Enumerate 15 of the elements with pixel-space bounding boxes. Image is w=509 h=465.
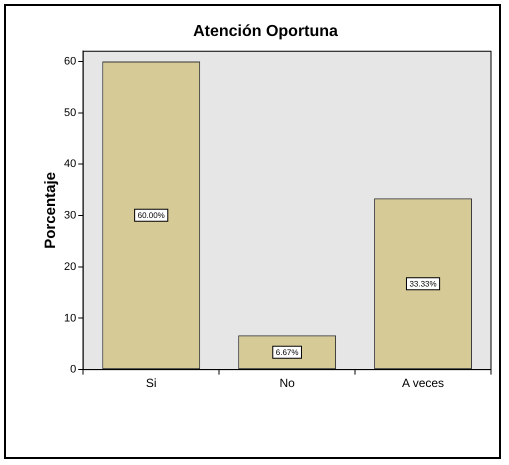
data-label: 33.33% — [409, 279, 437, 288]
y-tick-label: 10 — [64, 312, 76, 324]
y-tick-label: 30 — [64, 210, 76, 222]
data-label: 60.00% — [138, 210, 165, 220]
y-tick-label: 0 — [70, 364, 76, 376]
y-tick-label: 60 — [64, 56, 76, 68]
chart-title: Atención Oportuna — [193, 23, 338, 40]
y-tick-label: 20 — [64, 260, 76, 273]
y-tick-label: 40 — [64, 158, 76, 170]
x-tick-label: A veces — [402, 376, 444, 390]
x-tick-label: No — [279, 376, 296, 390]
data-label: 6.67% — [276, 348, 298, 357]
y-axis-title: Porcentaje — [42, 172, 60, 249]
y-tick-label: 50 — [64, 106, 76, 119]
x-tick-label: Si — [146, 376, 157, 390]
